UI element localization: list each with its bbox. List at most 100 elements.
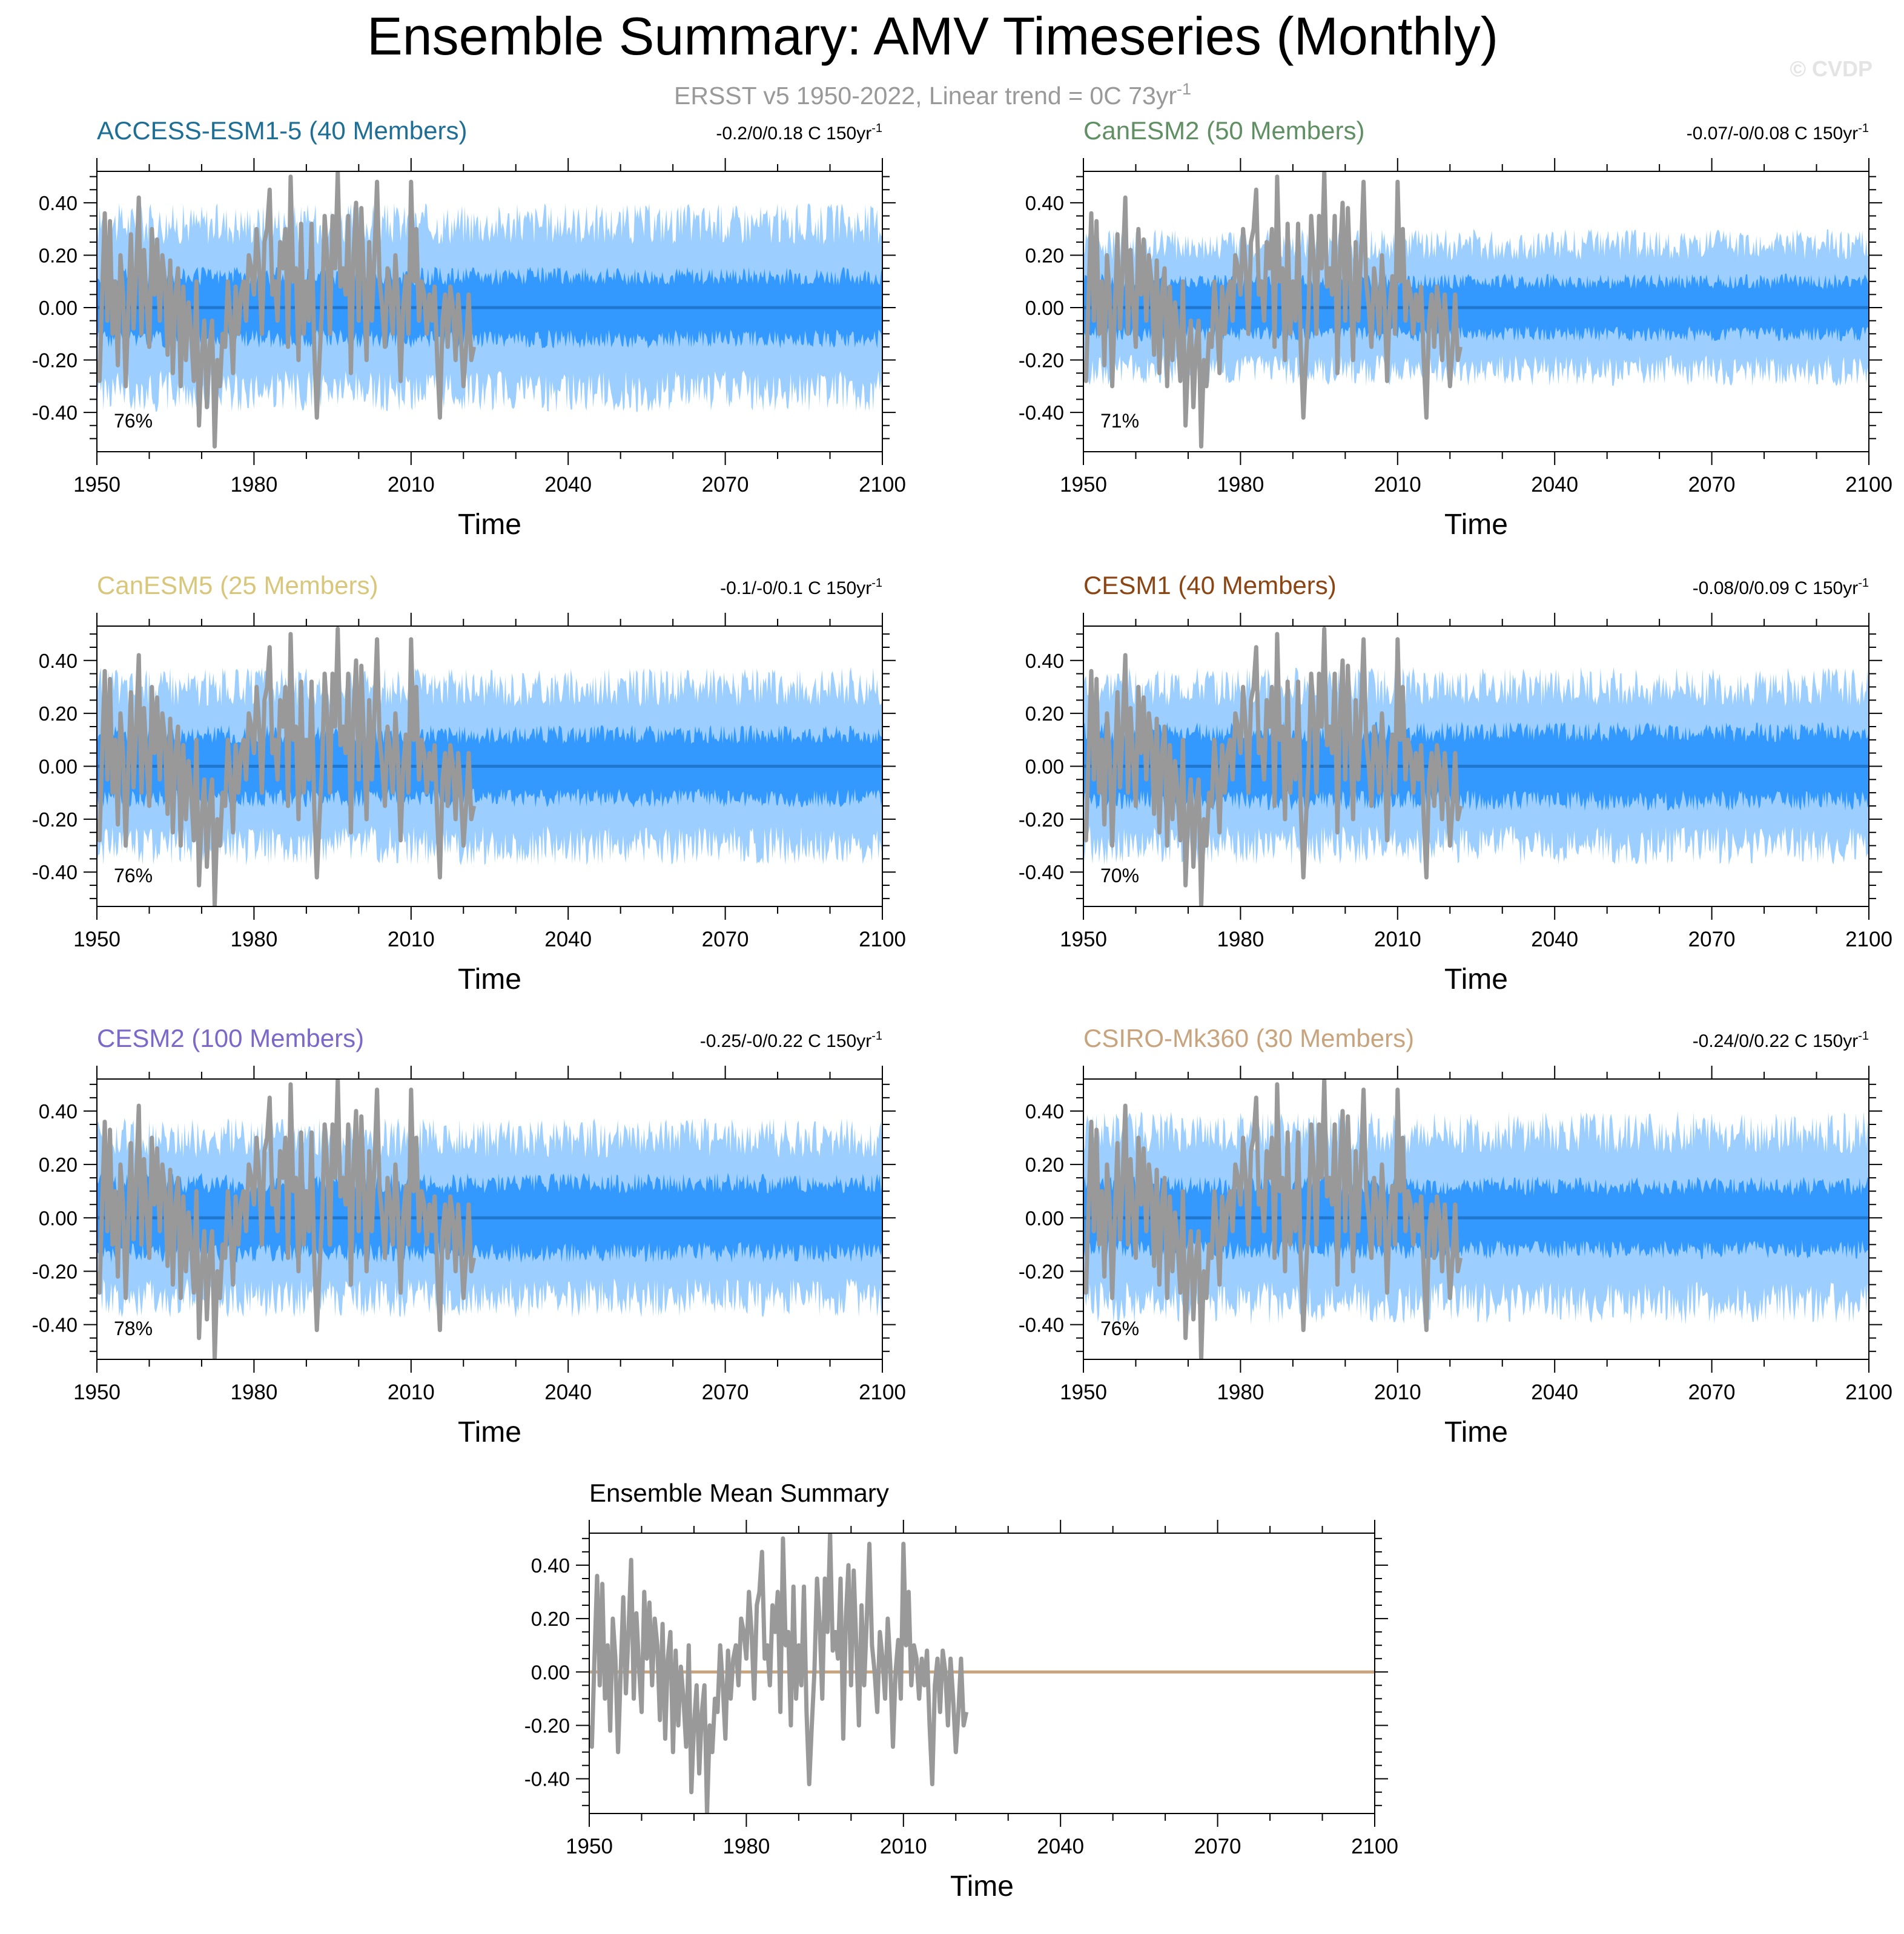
observation-line (1083, 171, 1463, 449)
observation-line (1083, 1079, 1463, 1359)
percent-label: 70% (1100, 865, 1139, 886)
percent-label: 76% (114, 410, 153, 432)
x-tick-label: 1950 (566, 1835, 613, 1858)
plot-frame (96, 171, 883, 452)
x-tick-label: 2010 (388, 473, 435, 497)
x-tick-label: 2010 (1374, 473, 1421, 497)
y-tick-label: -0.20 (1019, 349, 1064, 372)
y-tick-label: -0.40 (32, 401, 78, 424)
plot-frame (1083, 171, 1869, 452)
y-tick-label: -0.40 (32, 861, 78, 883)
x-tick-label: 1950 (1060, 473, 1107, 497)
x-tick-label: 2100 (1351, 1835, 1398, 1858)
x-tick-label: 2100 (859, 473, 906, 497)
percent-label: 76% (114, 865, 153, 886)
x-tick-label: 2070 (702, 1381, 749, 1404)
plot-frame (1083, 1078, 1869, 1360)
x-tick-label: 1980 (230, 928, 277, 951)
x-axis-title: Time (950, 1870, 1014, 1903)
y-tick-label: 0.00 (1025, 756, 1064, 778)
y-tick-label: 0.20 (531, 1608, 570, 1630)
percent-label: 76% (1100, 1318, 1139, 1339)
y-tick-label: -0.20 (1019, 808, 1064, 831)
x-axis-title: Time (1444, 963, 1508, 995)
panel-title: CSIRO-Mk360 (30 Members) (1083, 1024, 1414, 1052)
figure-subtitle: ERSST v5 1950-2022, Linear trend = 0C 73… (674, 80, 1191, 110)
x-tick-label: 2100 (1845, 1381, 1892, 1404)
trend-label-sup: -1 (1858, 122, 1869, 135)
x-axis-title: Time (458, 509, 521, 541)
observation-line (97, 171, 477, 449)
x-tick-label: 1980 (230, 1381, 277, 1404)
x-tick-label: 2100 (859, 1381, 906, 1404)
x-tick-label: 2010 (388, 1381, 435, 1404)
x-tick-label: 2040 (1037, 1835, 1084, 1858)
observation-line (1083, 626, 1463, 906)
panel-title: CESM2 (100 Members) (97, 1024, 364, 1052)
plot-area (1083, 171, 1869, 449)
y-tick-label: -0.40 (32, 1314, 78, 1336)
y-tick-label: -0.40 (1019, 861, 1064, 883)
x-tick-label: 2070 (1688, 473, 1736, 497)
trend-label-sup: -1 (871, 122, 882, 135)
y-tick-label: -0.20 (524, 1714, 570, 1737)
plot-area (97, 1079, 882, 1359)
plot-area (1083, 626, 1869, 906)
x-tick-label: 1980 (1217, 473, 1264, 497)
y-tick-label: 0.20 (1025, 702, 1064, 725)
y-tick-label: 0.20 (39, 702, 78, 725)
y-tick-label: 0.20 (39, 1153, 78, 1176)
plot-area (589, 1533, 1375, 1814)
x-tick-label: 2070 (1688, 1381, 1736, 1404)
plot-frame (96, 1078, 883, 1360)
y-tick-label: 0.40 (531, 1554, 570, 1577)
x-tick-label: 2040 (1531, 473, 1578, 497)
x-tick-label: 2010 (880, 1835, 927, 1858)
x-tick-label: 2100 (859, 928, 906, 951)
y-tick-label: 0.00 (39, 756, 78, 778)
y-tick-label: 0.40 (39, 650, 78, 672)
y-tick-label: 0.00 (39, 1207, 78, 1229)
x-tick-label: 1980 (230, 473, 277, 497)
percent-label: 71% (1100, 410, 1139, 432)
y-tick-label: 0.40 (39, 1100, 78, 1123)
x-tick-label: 1950 (73, 473, 121, 497)
x-axis-title: Time (458, 1416, 521, 1448)
observation-line (97, 626, 477, 906)
x-tick-label: 2040 (1531, 1381, 1578, 1404)
trend-label-sup: -1 (1858, 1029, 1869, 1043)
panel-canesm5: CanESM5 (25 Members) -0.1/-0/0.1 C 150yr-… (32, 571, 906, 995)
y-tick-label: 0.20 (39, 244, 78, 266)
x-tick-label: 2010 (1374, 928, 1421, 951)
y-tick-label: -0.40 (1019, 401, 1064, 424)
panel-title: CESM1 (40 Members) (1083, 571, 1337, 599)
trend-label-sup: -1 (871, 576, 882, 590)
y-tick-label: -0.20 (32, 1260, 78, 1282)
y-tick-label: -0.20 (1019, 1260, 1064, 1282)
y-tick-label: -0.20 (32, 808, 78, 831)
y-tick-label: 0.00 (1025, 297, 1064, 319)
panel-title: CanESM5 (25 Members) (97, 571, 378, 599)
trend-label: -0.07/-0/0.08 C 150yr-1 (1687, 122, 1869, 144)
trend-label-main: -0.24/0/0.22 C 150yr (1693, 1031, 1859, 1051)
panel-cesm2: CESM2 (100 Members) -0.25/-0/0.22 C 150yr… (32, 1024, 906, 1448)
x-tick-label: 2070 (702, 928, 749, 951)
trend-label-main: -0.08/0/0.09 C 150yr (1693, 578, 1859, 598)
panel-access: ACCESS-ESM1-5 (40 Members) -0.2/0/0.18 C … (32, 116, 906, 541)
panel-summary: Ensemble Mean Summary 1950 1980 2010 2040 207… (524, 1479, 1398, 1903)
trend-label-sup: -1 (871, 1029, 882, 1043)
y-tick-label: -0.40 (524, 1768, 570, 1790)
x-tick-label: 2070 (702, 473, 749, 497)
watermark-text: © CVDP (1790, 56, 1873, 81)
figure-title: Ensemble Summary: AMV Timeseries (Monthl… (367, 6, 1498, 66)
trend-label-main: -0.25/-0/0.22 C 150yr (700, 1031, 872, 1051)
figure-subtitle-main: ERSST v5 1950-2022, Linear trend = 0C 73… (674, 82, 1177, 110)
trend-label: -0.25/-0/0.22 C 150yr-1 (700, 1029, 882, 1051)
trend-label-main: -0.07/-0/0.08 C 150yr (1687, 124, 1859, 144)
plot-frame (589, 1533, 1375, 1814)
x-tick-label: 2040 (1531, 928, 1578, 951)
plot-area (97, 626, 882, 906)
trend-label: -0.08/0/0.09 C 150yr-1 (1693, 576, 1869, 598)
y-tick-label: -0.40 (1019, 1314, 1064, 1336)
